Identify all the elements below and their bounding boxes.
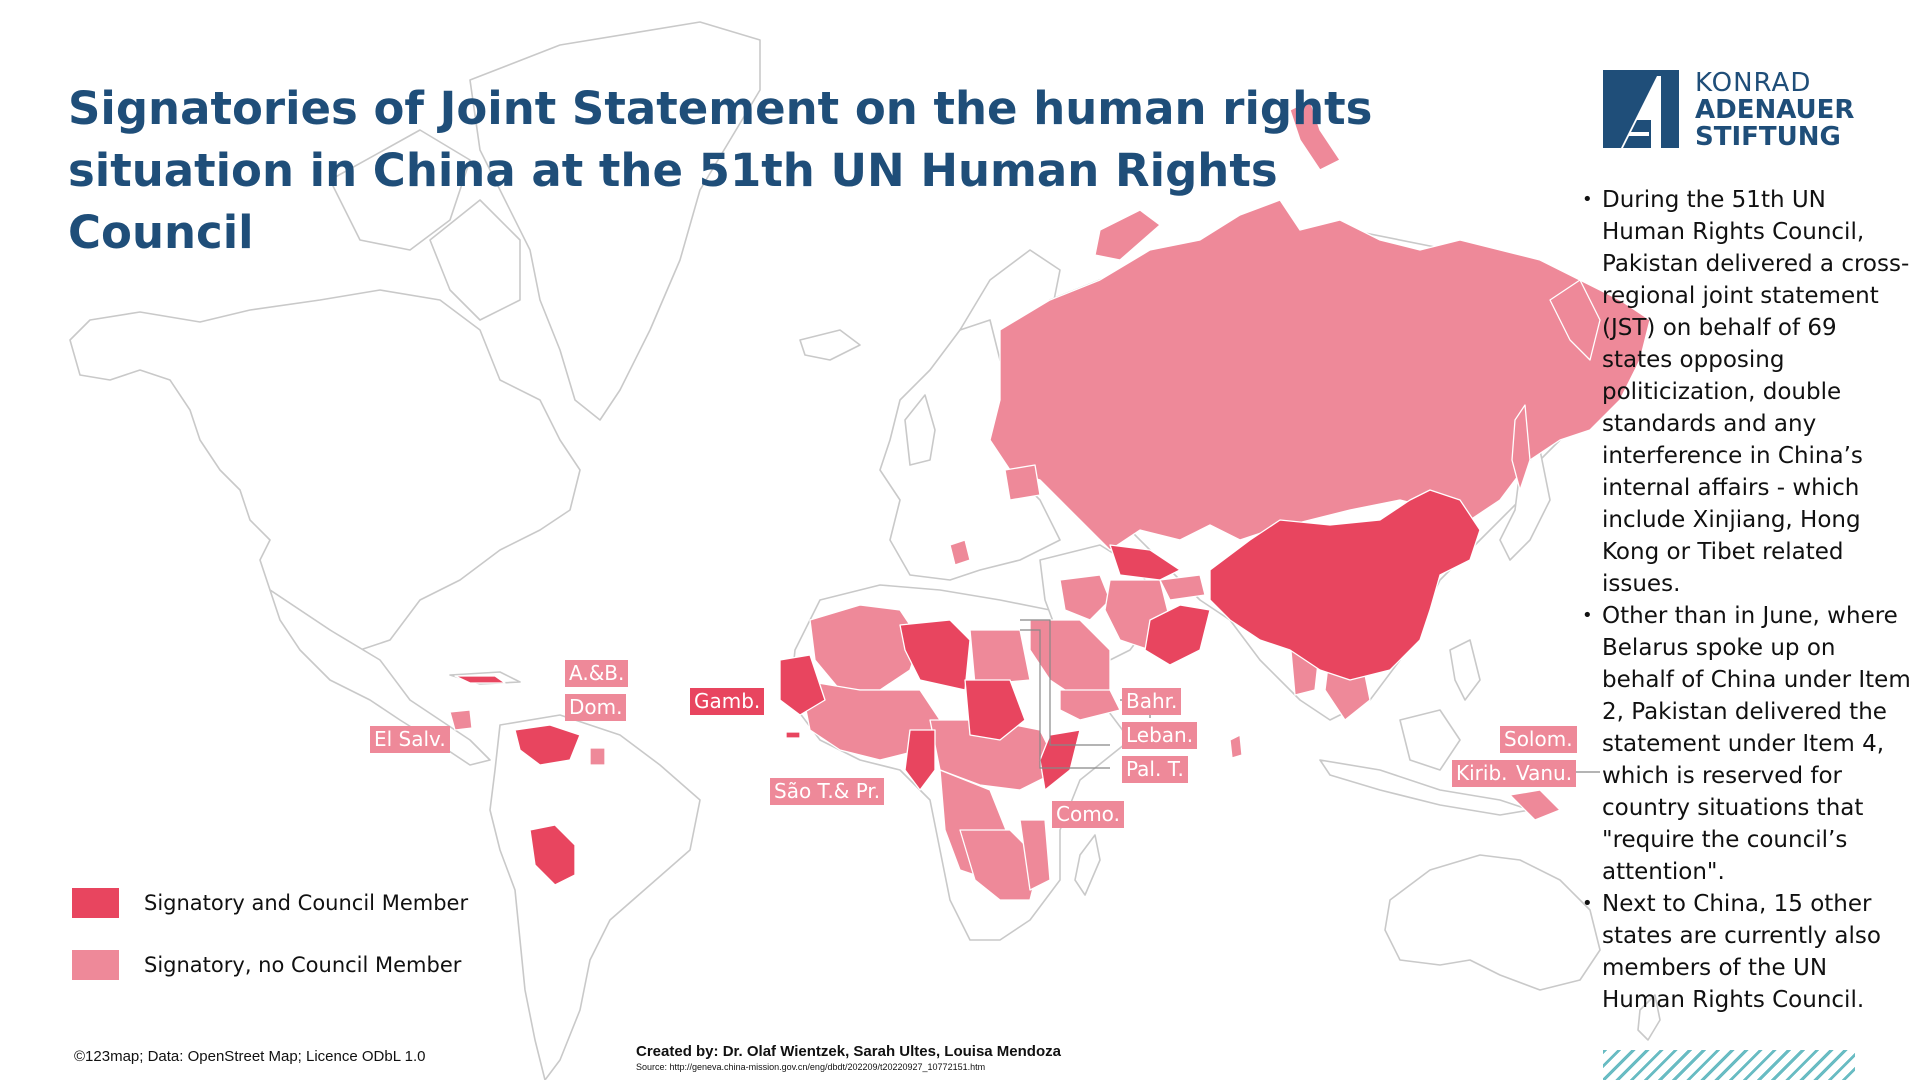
mauritania-region: [779, 654, 826, 716]
belarus-region: [1004, 464, 1041, 501]
north-america-shape: [69, 289, 581, 651]
kazakhstan-uzbekistan-region: [1109, 544, 1181, 581]
indonesia-shape: [1319, 759, 1531, 816]
mozambique-region: [1019, 819, 1051, 891]
bolivia-region: [529, 824, 576, 886]
bullet-item: Other than in June, where Belarus spoke …: [1582, 600, 1912, 888]
kas-logo-text: KONRAD ADENAUER STIFTUNG: [1695, 70, 1854, 151]
bullet-item: During the 51th UN Human Rights Council,…: [1582, 184, 1912, 600]
cuba-region: [454, 675, 506, 684]
arctic-islands-shape: [329, 129, 471, 251]
connector-palt: [1020, 629, 1110, 769]
cameroon-gabon-region: [904, 729, 936, 791]
label-bahrain: Bahr.: [1122, 688, 1182, 715]
logo-line-3: STIFTUNG: [1695, 122, 1841, 152]
russia-sakhalin: [1511, 404, 1531, 491]
southern-africa-region: [959, 829, 1041, 901]
label-lebanon: Leban.: [1122, 722, 1198, 749]
syria-iraq-region: [1059, 574, 1111, 621]
label-gambia: Gamb.: [690, 688, 765, 715]
madagascar-shape: [1074, 834, 1101, 896]
russia-islands: [1289, 99, 1341, 171]
serbia-region: [949, 539, 971, 566]
legend-label-council: Signatory and Council Member: [144, 891, 469, 915]
south-america-shape: [489, 714, 701, 1080]
borneo-shape: [1399, 709, 1461, 771]
tajikistan-region: [1159, 574, 1206, 601]
sri-lanka-region: [1229, 734, 1243, 759]
bullet-item: Next to China, 15 other states are curre…: [1582, 888, 1912, 1016]
kas-logo-mark-icon: [1603, 70, 1679, 148]
uk-shape: [904, 394, 936, 466]
label-dominica: Dom.: [565, 694, 627, 721]
central-america-shape: [269, 589, 491, 766]
png-region: [1509, 789, 1561, 821]
info-bullets: During the 51th UN Human Rights Council,…: [1582, 184, 1912, 1016]
label-sao-tome: São T.& Pr.: [770, 778, 885, 805]
label-vanuatu: Vanu.: [1512, 760, 1577, 787]
label-palestine: Pal. T.: [1122, 756, 1188, 783]
baffin-shape: [429, 199, 521, 321]
label-el-salvador: El Salv.: [370, 726, 450, 753]
suriname-region: [589, 747, 606, 766]
iceland-shape: [799, 329, 861, 361]
greenland-shape: [469, 21, 761, 421]
decorative-hatch: [1603, 1050, 1855, 1080]
libya-region: [899, 619, 971, 691]
australia-shape: [1384, 854, 1601, 991]
kas-logo: KONRAD ADENAUER STIFTUNG: [1603, 70, 1863, 151]
label-antigua-barbuda: A.&B.: [565, 660, 629, 687]
page-title: Signatories of Joint Statement on the hu…: [68, 82, 1373, 259]
egypt-region: [969, 629, 1031, 686]
pakistan-region: [1144, 604, 1211, 666]
venezuela-region: [514, 724, 581, 766]
label-solomon-islands: Solom.: [1500, 726, 1577, 753]
logo-line-2: ADENAUER: [1695, 95, 1855, 125]
gambia-region: [785, 731, 801, 739]
legend-swatch-council: [72, 888, 119, 918]
copyright-text: ©123map; Data: OpenStreet Map; Licence O…: [74, 1048, 426, 1065]
yemen-oman-region: [1059, 689, 1121, 721]
russia-region: [989, 199, 1651, 551]
label-comoros: Como.: [1052, 801, 1124, 828]
credits-text: Created by: Dr. Olaf Wientzek, Sarah Ult…: [636, 1043, 1061, 1060]
north-africa-region: [809, 604, 921, 691]
label-kiribati: Kirib.: [1452, 760, 1512, 787]
connector-leban: [1020, 619, 1110, 746]
nicaragua-region: [449, 709, 473, 731]
china-region: [1209, 489, 1481, 681]
philippines-shape: [1449, 639, 1481, 701]
logo-line-1: KONRAD: [1695, 68, 1812, 98]
source-text: Source: http://geneva.china-mission.gov.…: [636, 1062, 986, 1072]
legend-swatch-no-council: [72, 950, 119, 980]
russia-north-island: [1094, 209, 1161, 261]
japan-shape: [1499, 449, 1551, 561]
sudan-region: [964, 679, 1026, 741]
legend-label-no-council: Signatory, no Council Member: [144, 953, 462, 977]
